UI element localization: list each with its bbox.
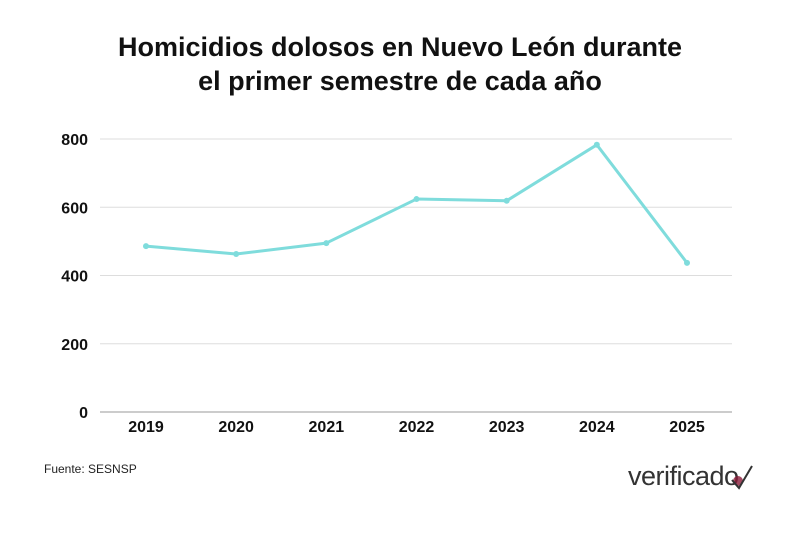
- data-point: [413, 196, 420, 203]
- logo-text: verificado: [628, 461, 739, 491]
- x-tick-label: 2025: [669, 419, 705, 436]
- x-tick-label: 2022: [399, 419, 435, 436]
- title-line-2: el primer semestre de cada año: [198, 66, 602, 96]
- x-tick-label: 2023: [489, 419, 525, 436]
- data-point: [593, 141, 600, 148]
- x-tick-label: 2020: [218, 419, 254, 436]
- y-tick-label: 600: [61, 200, 88, 217]
- y-tick-label: 200: [61, 337, 88, 354]
- verificado-logo: verificado: [628, 461, 753, 492]
- title-line-1: Homicidios dolosos en Nuevo León durante: [117, 32, 683, 62]
- data-point: [323, 240, 330, 247]
- y-tick-label: 0: [79, 405, 88, 422]
- x-tick-label: 2019: [128, 419, 164, 436]
- data-point: [143, 243, 149, 250]
- x-tick-label: 2024: [579, 419, 615, 436]
- check-icon: [731, 465, 753, 490]
- data-point: [503, 197, 510, 204]
- data-point: [233, 251, 240, 258]
- x-tick-label: 2021: [309, 419, 345, 436]
- series-line: [145, 143, 689, 264]
- y-tick-label: 400: [61, 269, 88, 286]
- y-tick-label: 800: [61, 132, 88, 149]
- chart-title: Homicidios dolosos en Nuevo León durante…: [0, 30, 800, 98]
- data-point: [684, 259, 690, 266]
- source-note: Fuente: SESNSP: [44, 462, 137, 476]
